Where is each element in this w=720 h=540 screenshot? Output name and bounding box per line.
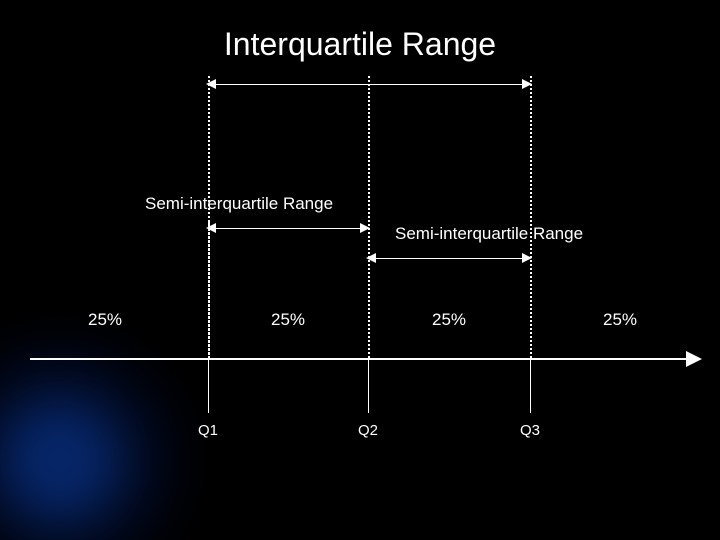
percent-label: 25% (75, 310, 135, 330)
semi-iqr-right-label: Semi-interquartile Range (395, 224, 583, 244)
q1-label: Q1 (188, 422, 228, 439)
semi-iqr-left-label: Semi-interquartile Range (145, 194, 333, 214)
tick-q2 (368, 358, 369, 413)
diagram-stage: Interquartile Range Semi-interquartile R… (0, 0, 720, 540)
decor-glow (0, 330, 190, 540)
percent-label: 25% (590, 310, 650, 330)
q3-label: Q3 (510, 422, 550, 439)
tick-q3 (530, 358, 531, 413)
decor-glow-core (2, 402, 119, 519)
guide-line (368, 76, 370, 274)
guide-line (368, 252, 370, 358)
q2-label: Q2 (348, 422, 388, 439)
guide-line (208, 222, 210, 358)
tick-q1 (208, 358, 209, 413)
page-title: Interquartile Range (0, 26, 720, 63)
percent-label: 25% (258, 310, 318, 330)
percent-label: 25% (419, 310, 479, 330)
guide-line (530, 76, 532, 358)
